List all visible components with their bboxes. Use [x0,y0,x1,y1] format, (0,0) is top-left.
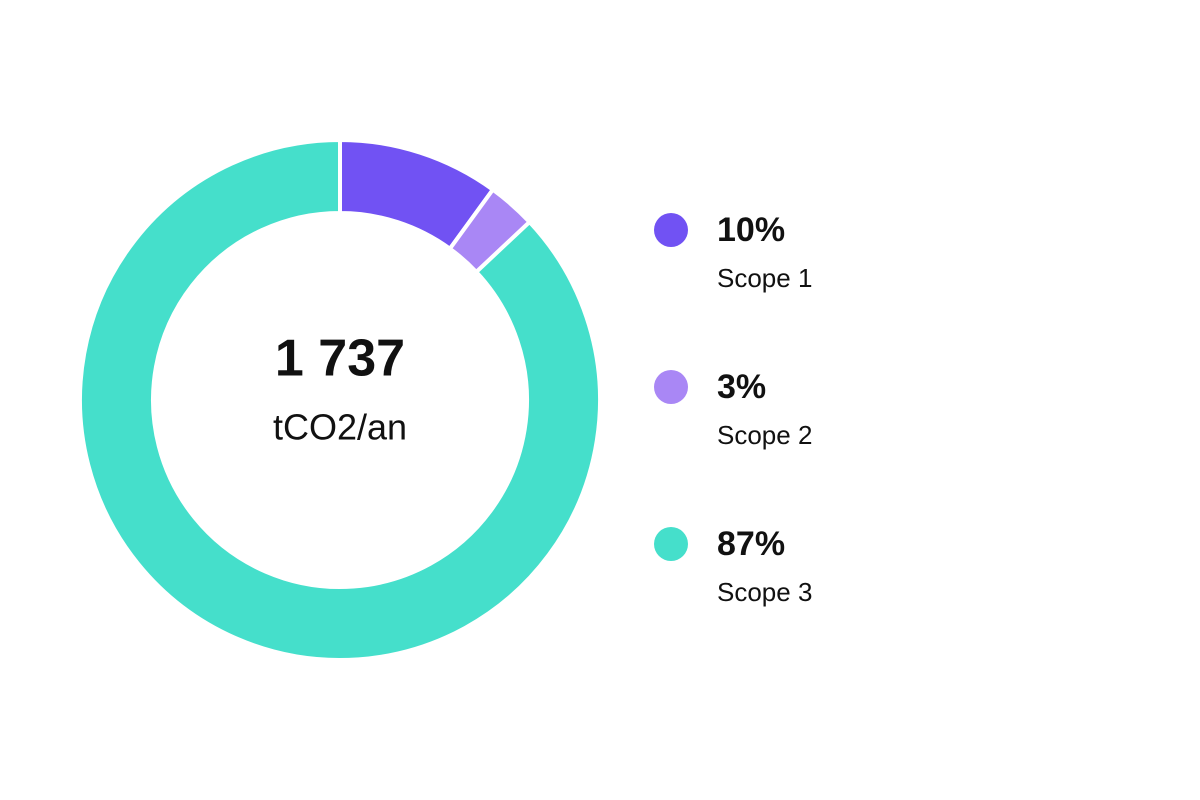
legend-value: 87% [717,525,785,563]
legend-swatch [654,213,688,247]
legend-swatch [654,527,688,561]
legend-value: 10% [717,211,785,249]
legend-label: Scope 2 [717,420,812,450]
legend-swatch [654,370,688,404]
center-value: 1 737 [275,330,405,388]
center-unit: tCO2/an [273,407,407,448]
legend-value: 3% [717,368,766,406]
legend-label: Scope 3 [717,577,812,607]
legend-label: Scope 1 [717,263,812,293]
donut-slice [78,137,602,662]
